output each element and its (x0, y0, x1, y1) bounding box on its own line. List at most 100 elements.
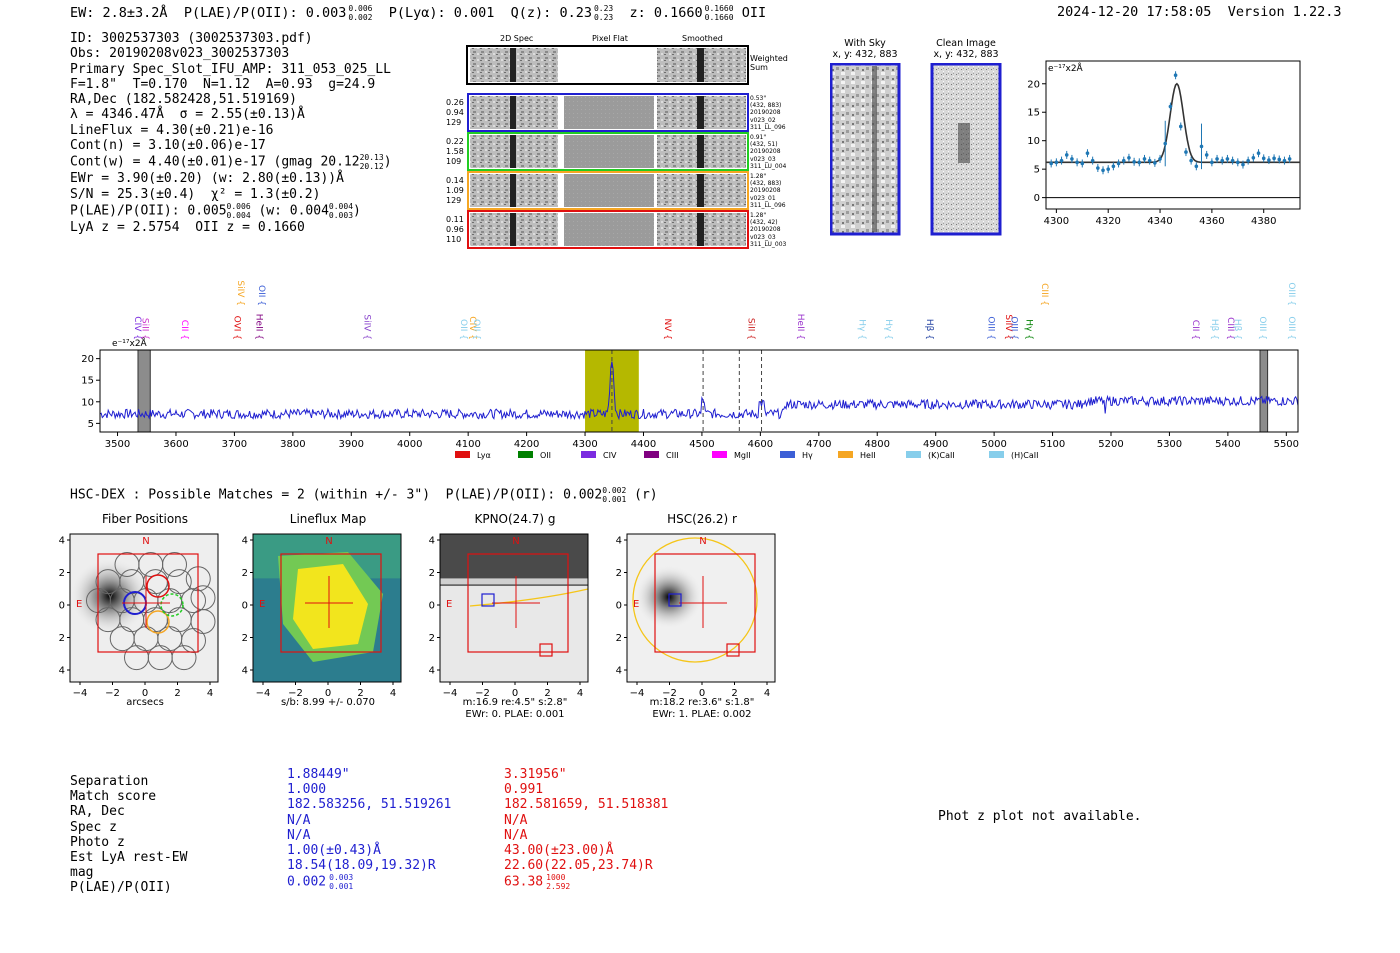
zoom-data-point (1178, 124, 1183, 129)
header-summary: EW: 2.8±3.2Å P(LAE)/P(OII): 0.003 0.006 0.… (70, 4, 767, 22)
wide-line-label: HeII { (795, 314, 805, 340)
wide-y-tick-label: 15 (81, 376, 94, 387)
zoom-data-point (1256, 151, 1261, 156)
match-row-label: Match score (70, 789, 157, 805)
wide-line-label: CIII { (1225, 317, 1235, 340)
zoom-data-point (1142, 157, 1147, 161)
match-row-value: 0.002 0.003 0.001 (287, 873, 354, 892)
wide-x-tick-label: 4000 (397, 439, 422, 450)
match-row-value: 22.60(22.05,23.74)R (504, 858, 653, 874)
match-labels: Separation Match score RA, Dec Spec z Photo … (70, 774, 187, 896)
zoom-spectrum-chart: 4300 4320 4340 4360 4380 0 5 10 15 20 e⁻¹⁷x2Å (1027, 60, 1301, 227)
info-plae: P(LAE)/P(OII): 0.0050.006 0.004 (w: 0.004… (70, 201, 361, 220)
zoom-data-point (1116, 161, 1121, 166)
zoom-data-point (1272, 156, 1276, 161)
match-row-label: P(LAE)/P(OII) (70, 880, 172, 896)
wide-x-tick-label: 4900 (923, 439, 948, 450)
match-row-value: 1.000 (287, 782, 327, 798)
cutout-row-meta: 0.91" (432, 51) 20190208 v023_03 311_LU_004 (750, 134, 787, 170)
compass-e: E (633, 599, 639, 610)
wide-y-tick-label: 10 (81, 397, 94, 408)
match-row-value: 182.583256, 51.519261 (287, 797, 452, 813)
clean-image-title: Clean Image x, y: 432, 883 (933, 38, 999, 60)
panel-title: KPNO(24.7) g (474, 512, 556, 526)
wide-x-tick-label: 3800 (280, 439, 305, 450)
col-smoothed: Smoothed (682, 34, 723, 43)
zoom-data-point (1199, 144, 1204, 149)
match-row-value: N/A (504, 812, 528, 828)
zoom-data-point (1127, 155, 1131, 160)
zoom-data-point (1064, 153, 1069, 157)
match-row-label: Spec z (70, 819, 117, 835)
panel-caption: m:18.2 re:3.6" s:1.8" EWr: 1. PLAE: 0.002 (649, 697, 755, 720)
zoom-y-tick-label: 0 (1034, 193, 1040, 204)
panel-x-tick-label: 2 (174, 688, 180, 699)
panel-caption: arcsecs (126, 697, 164, 708)
panel-x-tick-label: 0 (512, 688, 518, 699)
wide-line-label: Hβ { (1232, 319, 1242, 340)
zoom-y-tick-label: 5 (1034, 165, 1040, 176)
info-z: LyA z = 2.5754 OII z = 0.1660 (70, 219, 305, 235)
wide-x-tick-label: 5500 (1274, 439, 1299, 450)
zoom-data-point (1267, 158, 1271, 162)
cutout-panel-1: Lineflux Map N E 4 2 0 −2 −4 −4 −2 0 2 4 s/b: 8.99 +/… (241, 512, 433, 727)
legend-swatch (838, 451, 853, 458)
panel-y-tick-label: 0 (59, 601, 65, 612)
detection-info: ID: 3002537303 (3002537303.pdf) Obs: 201… (70, 31, 392, 235)
match-row-label: mag (70, 865, 94, 881)
zoom-data-point (1090, 158, 1095, 163)
panel-title: HSC(26.2) r (667, 512, 737, 526)
zoom-plot-frame (1045, 60, 1301, 210)
full-spectrum-chart: 3500 3600 3700 3800 3900 4000 4100 4200 4300 4400… (81, 280, 1299, 460)
info-slot: Primary Spec_Slot_IFU_AMP: 311_053_025_L… (70, 61, 391, 77)
zoom-y-tick-label: 10 (1027, 136, 1040, 147)
panel-y-tick-label: −4 (428, 666, 435, 677)
zoom-data-point (1230, 158, 1235, 163)
wide-line-label: Hγ { (883, 319, 893, 340)
search-box (467, 553, 569, 653)
match-1-box (481, 593, 495, 607)
legend-label: OII (540, 451, 551, 460)
wide-line-label: SiII { (746, 318, 756, 340)
compass-n: N (142, 536, 149, 547)
z-line: OII (741, 5, 767, 21)
wide-x-tick-label: 5400 (1215, 439, 1240, 450)
match-row-value: 182.581659, 51.518381 (504, 797, 669, 813)
panel-x-tick-label: 2 (731, 688, 737, 699)
panel-x-tick-label: −2 (288, 688, 303, 699)
panel-x-tick-label: −4 (630, 688, 645, 699)
panel-x-tick-label: −2 (662, 688, 677, 699)
zoom-data-point (1147, 158, 1152, 163)
match-row-label: Est LyA rest-EW (70, 850, 188, 866)
cutout-row-frame (467, 93, 749, 132)
panel-x-tick-label: 4 (390, 688, 396, 699)
phot-z-note: Phot z plot not available. (938, 809, 1142, 824)
legend-label: (H)CaII (1011, 451, 1038, 460)
zoom-data-point (1282, 158, 1287, 163)
zoom-x-tick-label: 4340 (1147, 216, 1172, 227)
wide-masked-band (1259, 349, 1269, 433)
wide-line-label: SiIV { (1003, 314, 1013, 340)
cutout-row-values: 0.26 0.94 129 (446, 98, 464, 127)
hsc-aperture (632, 537, 758, 663)
zoom-data-point (1121, 158, 1126, 163)
zoom-x-tick-label: 4380 (1251, 216, 1276, 227)
search-box (654, 553, 756, 653)
panel-y-tick-label: 2 (616, 568, 622, 579)
legend-swatch (455, 451, 470, 458)
match-row-value: 0.991 (504, 782, 544, 798)
panel-y-tick-label: −2 (615, 633, 622, 644)
match-2-values: 3.31956" 0.991 182.581659, 51.518381 N/A N/A… (504, 767, 668, 891)
zoom-data-point (1277, 157, 1282, 162)
legend-label: Lyα (477, 451, 491, 460)
wide-line-label: OIII { (985, 316, 995, 340)
fiber-circle (171, 645, 197, 671)
zoom-data-point (1204, 153, 1209, 157)
match-row-value: 3.31956" (504, 767, 567, 782)
with-sky-title: With Sky x, y: 432, 883 (832, 38, 898, 60)
panel-y-tick-label: 4 (242, 536, 248, 547)
cutout-pixel-flat (564, 96, 654, 129)
ew-value: EW: 2.8±3.2Å (70, 5, 168, 21)
zoom-data-point (1085, 151, 1090, 156)
wide-ylabel: e⁻¹⁷x2Å (112, 337, 148, 349)
